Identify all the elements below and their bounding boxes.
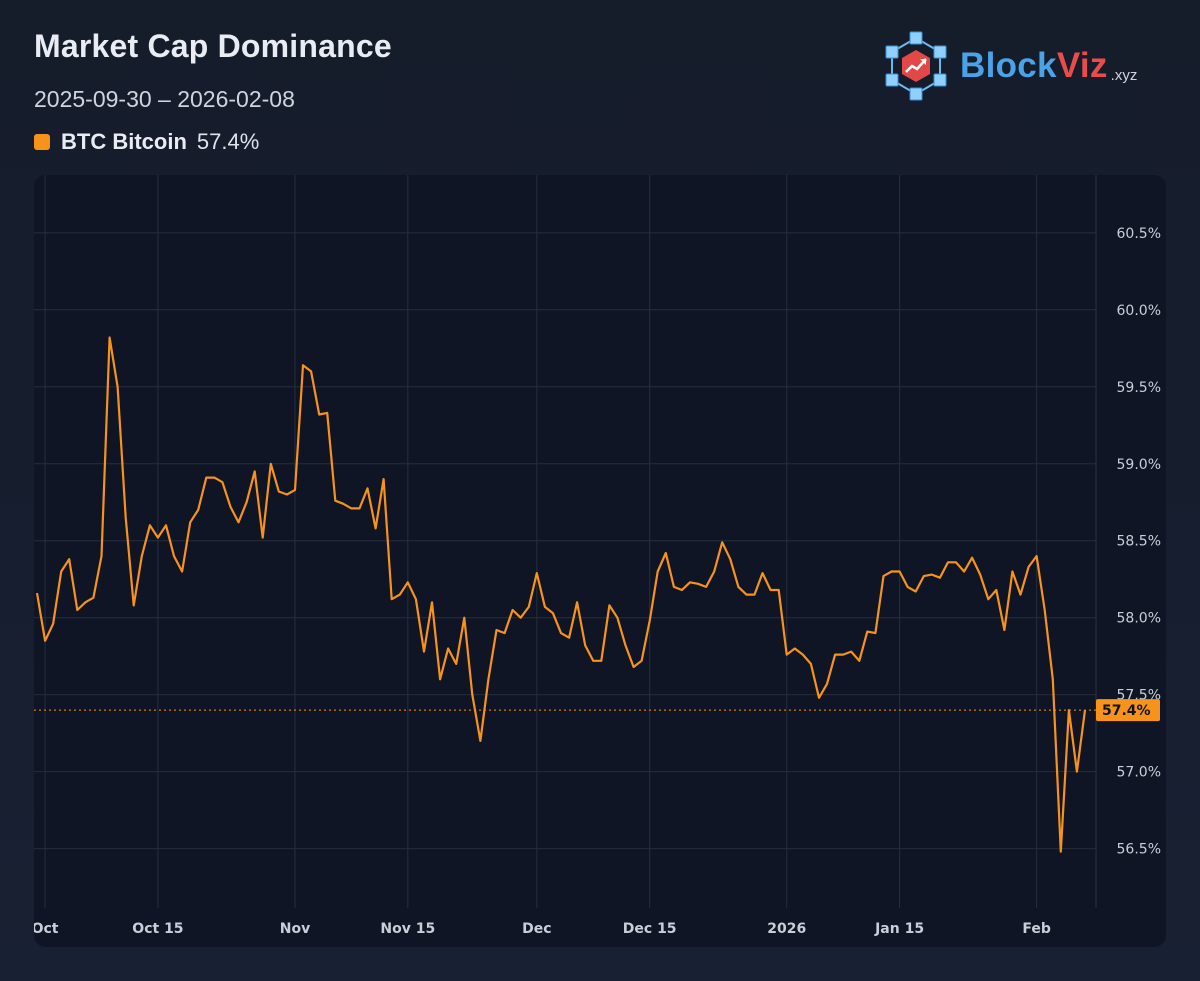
y-tick-label: 60.5% [1117, 226, 1161, 242]
x-tick-label: Jan 15 [874, 921, 924, 937]
legend-item-btc[interactable]: BTC Bitcoin 57.4% [34, 129, 259, 155]
brand-logo[interactable]: BlockViz .xyz [880, 28, 1137, 104]
y-tick-label: 56.5% [1117, 842, 1161, 858]
y-tick-label: 59.0% [1117, 457, 1161, 473]
x-tick-label: Oct [34, 921, 59, 937]
current-value-label: 57.4% [1102, 703, 1151, 719]
current-value-badge [1096, 699, 1160, 722]
brand-tld: .xyz [1110, 66, 1138, 84]
legend-swatch [34, 134, 50, 150]
y-tick-label: 60.0% [1117, 303, 1161, 319]
chart-panel[interactable]: Oct Oct 15 Nov Nov 15 Dec Dec 15 2026 Jan 15 Feb… [34, 175, 1166, 947]
series-line-btc [35, 336, 1087, 853]
y-tick-label: 58.5% [1117, 534, 1161, 550]
brand-name: BlockViz [960, 46, 1108, 85]
y-tick-label: 58.0% [1117, 611, 1161, 627]
x-tick-label: Nov 15 [380, 921, 435, 937]
network-cube-chart-logo-icon [885, 31, 947, 101]
x-tick-label: Dec 15 [623, 921, 677, 937]
date-range: 2025-09-30 – 2026-02-08 [34, 86, 295, 112]
legend-label: BTC Bitcoin [61, 129, 187, 154]
y-tick-label: 59.5% [1117, 380, 1161, 396]
legend-value: 57.4% [196, 129, 260, 154]
y-tick-label: 57.0% [1117, 765, 1161, 781]
x-tick-label: Nov [280, 921, 310, 937]
x-tick-label: 2026 [767, 921, 806, 937]
chart-title: Market Cap Dominance [34, 28, 392, 64]
x-tick-label: Feb [1022, 921, 1051, 937]
x-tick-label: Dec [522, 921, 551, 937]
line-chart[interactable]: Oct Oct 15 Nov Nov 15 Dec Dec 15 2026 Jan 15 Feb… [34, 175, 1166, 947]
x-tick-label: Oct 15 [132, 921, 183, 937]
